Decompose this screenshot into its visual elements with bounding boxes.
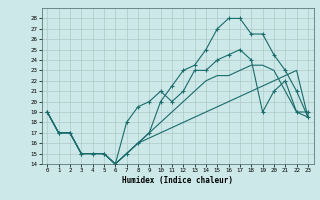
X-axis label: Humidex (Indice chaleur): Humidex (Indice chaleur)	[122, 176, 233, 185]
